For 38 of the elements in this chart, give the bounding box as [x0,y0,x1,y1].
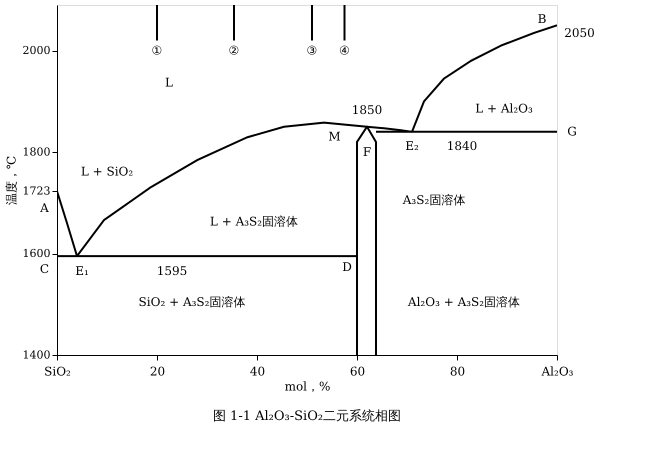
annotation: 1595 [156,264,188,278]
annotation: ④ [339,44,350,58]
text: C [40,262,50,276]
annotation: ③ [306,44,318,58]
x-tick-label: 20 [150,364,166,378]
annotation: L + Al₂O₃ [475,102,533,116]
annotation: E₂ [405,139,419,154]
x-tick-label: SiO₂ [44,364,72,378]
annotation: SiO₂ + A₃S₂固溶体 [138,295,246,310]
text: 2050 [564,26,595,40]
annotation: F [362,145,372,159]
annotation: M [328,129,341,144]
annotation: L + SiO₂ [80,164,134,178]
x-axis-title: mol，% [284,380,330,394]
text: 图 1-1 Al₂O₃-SiO₂二元系统相图 [212,409,402,424]
annotation: B [538,12,547,26]
x-tick-label: 60 [350,364,366,378]
y-axis-title: 温度，℃ [4,156,19,206]
annotation: E₁ [75,264,89,278]
annotation: A₃S₂固溶体 [402,192,466,207]
text: A [39,201,50,215]
y-tick-label: 1600 [22,247,50,260]
x-tick-label: 40 [250,364,266,378]
x-tick-label: Al₂O₃ [540,364,574,378]
x-tick-label: 80 [450,364,466,378]
annotation: Al₂O₃ + A₃S₂固溶体 [406,295,520,310]
annotation: 1840 [446,139,478,154]
annotation: D [342,260,352,274]
annotation: L + A₃S₂固溶体 [210,214,298,229]
annotation: L [165,76,174,90]
annotation: 1850 [352,103,382,117]
text: G [567,124,577,139]
y-tick-label: 1800 [22,146,50,159]
annotation: ① [152,44,162,58]
y-tick-label: 1400 [22,348,50,362]
y-tick-label: 2000 [22,44,50,58]
annotation: ② [228,44,240,58]
y-tick-label: 1723 [22,184,50,198]
